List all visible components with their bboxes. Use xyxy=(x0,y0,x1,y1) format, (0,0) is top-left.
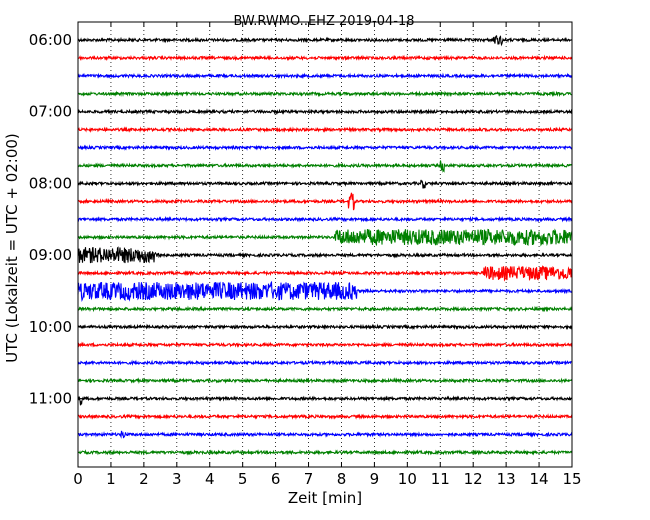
trace-0745 xyxy=(77,160,573,173)
y-tick-label: 09:00 xyxy=(29,246,72,264)
trace-1000 xyxy=(77,323,573,331)
trace-1045 xyxy=(77,377,573,385)
y-axis-ticks: 06:00 07:00 08:00 09:00 10:00 11:00 xyxy=(29,31,572,408)
trace-0915 xyxy=(77,264,573,282)
x-tick-label: 3 xyxy=(172,470,182,488)
y-tick-label: 08:00 xyxy=(29,174,72,192)
x-tick-label: 0 xyxy=(73,470,83,488)
x-axis-ticks: 0 1 2 3 4 5 6 7 8 9 10 11 12 13 14 15 xyxy=(73,22,582,488)
trace-1130 xyxy=(77,430,573,439)
trace-0930 xyxy=(77,280,573,302)
y-tick-label: 11:00 xyxy=(29,390,72,408)
trace-0815 xyxy=(77,192,573,211)
axes xyxy=(77,21,573,468)
y-tick-label: 07:00 xyxy=(29,103,72,121)
x-tick-label: 6 xyxy=(271,470,281,488)
plot-frame xyxy=(77,21,573,468)
grid-lines xyxy=(110,22,540,467)
y-tick-label: 06:00 xyxy=(29,31,72,49)
traces xyxy=(77,35,573,456)
x-tick-label: 12 xyxy=(464,470,483,488)
y-tick-label: 10:00 xyxy=(29,318,72,336)
x-tick-label: 5 xyxy=(238,470,248,488)
trace-1115 xyxy=(77,413,573,420)
x-tick-label: 4 xyxy=(205,470,215,488)
trace-0600 xyxy=(77,35,573,47)
x-tick-label: 15 xyxy=(562,470,581,488)
trace-0845 xyxy=(77,228,573,247)
trace-0800 xyxy=(77,179,573,189)
x-tick-label: 8 xyxy=(337,470,347,488)
x-tick-label: 10 xyxy=(398,470,417,488)
trace-0645 xyxy=(77,90,573,98)
x-tick-label: 14 xyxy=(530,470,549,488)
x-tick-label: 11 xyxy=(431,470,450,488)
trace-0715 xyxy=(77,126,573,134)
x-axis-label: Zeit [min] xyxy=(288,489,362,507)
x-tick-label: 13 xyxy=(497,470,516,488)
x-tick-label: 7 xyxy=(304,470,314,488)
trace-1030 xyxy=(77,359,572,367)
trace-0945 xyxy=(77,305,573,313)
trace-1100 xyxy=(77,395,573,406)
x-tick-label: 2 xyxy=(139,470,149,488)
x-tick-label: 9 xyxy=(370,470,380,488)
trace-0900 xyxy=(77,246,573,264)
trace-1015 xyxy=(77,341,573,349)
trace-0615 xyxy=(77,54,573,62)
trace-0700 xyxy=(77,108,573,115)
x-tick-label: 1 xyxy=(106,470,116,488)
trace-0830 xyxy=(77,215,573,223)
trace-0730 xyxy=(77,144,573,151)
trace-1145 xyxy=(77,449,573,456)
y-axis-label: UTC (Lokalzeit = UTC + 02:00) xyxy=(3,133,21,363)
trace-0630 xyxy=(77,72,573,80)
